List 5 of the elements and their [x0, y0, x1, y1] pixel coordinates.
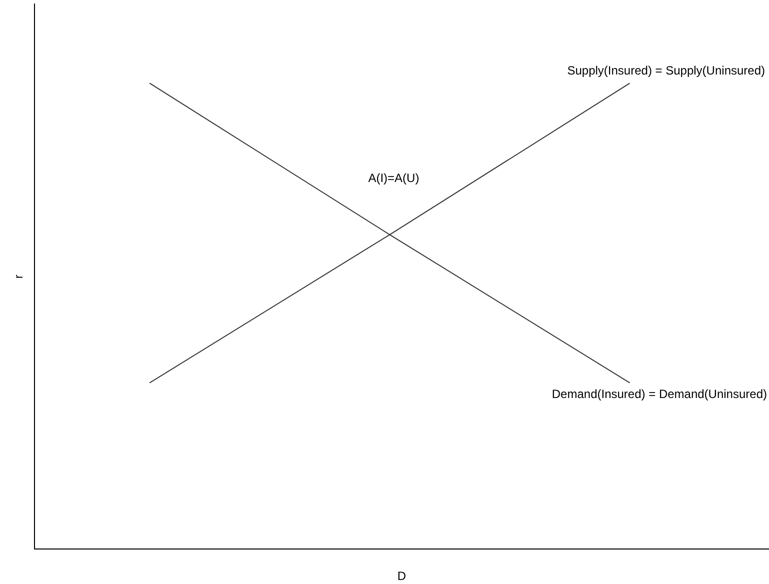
- text: Demand(Insured) = Demand(Uninsured): [552, 387, 767, 402]
- y-axis-title: r: [12, 274, 26, 279]
- text: Supply(Insured) = Supply(Uninsured): [567, 64, 766, 78]
- x-axis-title: D: [397, 569, 406, 584]
- annotation: A(I)=A(U): [368, 170, 420, 185]
